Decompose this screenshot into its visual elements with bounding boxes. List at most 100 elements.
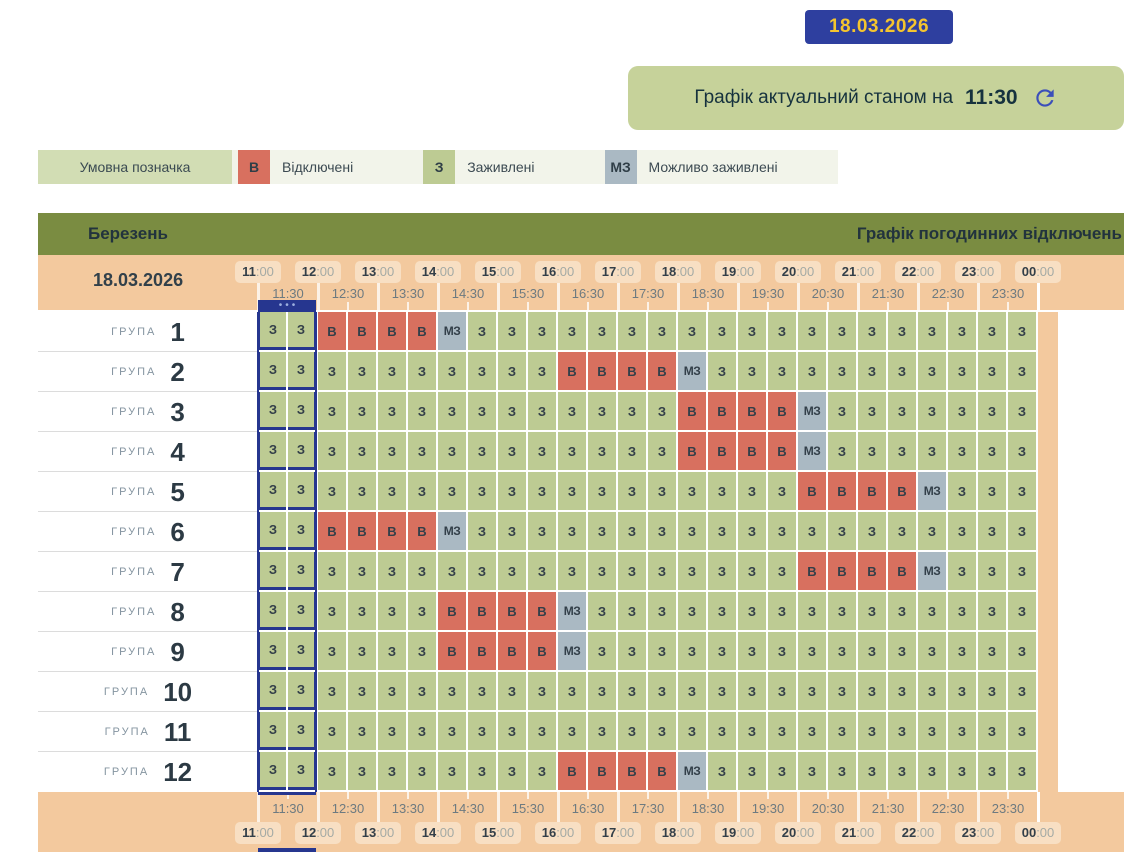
legend-item: В Відключені (238, 150, 353, 184)
half-hour-tick (887, 302, 889, 310)
hour-label: 14:00 (415, 261, 461, 283)
schedule-cell-powered: З (918, 512, 946, 550)
schedule-cell-powered: З (768, 472, 796, 510)
schedule-cell-powered: З (738, 552, 766, 590)
half-hour-label: 13:30 (391, 286, 425, 301)
schedule-cell-powered: З (948, 352, 976, 390)
schedule-cell-powered: З (498, 312, 526, 350)
schedule-cell-disconnected: В (348, 312, 376, 350)
schedule-cell-powered: З (588, 632, 616, 670)
schedule-cell-powered: З (348, 392, 376, 430)
schedule-cell-powered: З (648, 472, 676, 510)
schedule-cell-disconnected: В (528, 632, 556, 670)
schedule-cell-powered: З (678, 472, 706, 510)
schedule-cell-powered: З (588, 672, 616, 710)
half-hour-tick (1007, 302, 1009, 310)
schedule-cell-powered: З (708, 552, 736, 590)
half-hour-tick (767, 302, 769, 310)
hour-label: 22:00 (895, 822, 941, 844)
schedule-cell-powered: З (438, 432, 466, 470)
schedule-cell-powered: З (858, 672, 886, 710)
table-header: Березень Графік погодинних відключень (38, 213, 1124, 255)
schedule-cell-powered: З (978, 632, 1006, 670)
schedule-cell-disconnected: В (618, 352, 646, 390)
hour-tick (257, 792, 260, 822)
schedule-cell-powered: З (348, 672, 376, 710)
time-header-band: 18.03.2026 11:00 12:00 13:00 14:00 15:00 16:0… (38, 255, 1124, 310)
schedule-cell-disconnected: В (678, 392, 706, 430)
schedule-cell-powered: З (648, 592, 676, 630)
schedule-cell-powered: З (528, 472, 556, 510)
hour-label: 12:00 (295, 822, 341, 844)
group-row: ГРУПА 1 З З В В В В МЗ З З З З З З З З З З З З З З З З З З З (38, 312, 1124, 352)
hour-label: 13:00 (355, 822, 401, 844)
half-hour-tick (827, 792, 829, 799)
schedule-cell-maybe-powered: МЗ (918, 552, 946, 590)
schedule-cell-powered: З (318, 472, 346, 510)
schedule-cell-powered: З (318, 432, 346, 470)
refresh-button[interactable] (1032, 85, 1058, 111)
schedule-cell-powered: З (768, 552, 796, 590)
group-label: ГРУПА 4 (38, 432, 258, 472)
schedule-cell-powered: З (528, 432, 556, 470)
schedule-cell-disconnected: В (468, 632, 496, 670)
half-hour-label: 19:30 (751, 801, 785, 816)
schedule-cell-powered: З (1008, 432, 1036, 470)
half-hour-tick (707, 792, 709, 799)
schedule-cell-powered: З (858, 392, 886, 430)
refresh-icon (1035, 89, 1054, 107)
hour-label: 15:00 (475, 822, 521, 844)
schedule-cell-powered: З (978, 512, 1006, 550)
hour-tick (737, 283, 740, 310)
schedule-cell-maybe-powered: МЗ (798, 432, 826, 470)
schedule-cell-powered: З (318, 752, 346, 790)
schedule-cell-powered: З (558, 672, 586, 710)
schedule-cell-powered: З (828, 512, 856, 550)
schedule-cell-powered: З (888, 312, 916, 350)
hour-tick (857, 283, 860, 310)
schedule-cell-powered: З (828, 632, 856, 670)
group-prefix: ГРУПА (111, 365, 157, 378)
half-hour-label: 18:30 (691, 801, 725, 816)
half-hour-tick (767, 792, 769, 799)
schedule-cell-powered: З (648, 552, 676, 590)
schedule-cell-powered: З (678, 592, 706, 630)
hour-tick (617, 283, 620, 310)
schedule-cell-powered: З (618, 592, 646, 630)
hour-tick (257, 283, 260, 310)
hour-label: 20:00 (775, 822, 821, 844)
schedule-cell-powered: З (258, 552, 286, 590)
schedule-cell-powered: З (288, 392, 316, 430)
half-hour-tick (887, 792, 889, 799)
schedule-cell-disconnected: В (888, 552, 916, 590)
schedule-cell-disconnected: В (708, 432, 736, 470)
schedule-cell-powered: З (858, 632, 886, 670)
schedule-cell-powered: З (678, 672, 706, 710)
half-hour-label: 17:30 (631, 801, 665, 816)
schedule-cell-powered: З (468, 312, 496, 350)
half-hour-label: 22:30 (931, 801, 965, 816)
half-hour-tick (947, 792, 949, 799)
schedule-cell-powered: З (288, 432, 316, 470)
schedule-cell-powered: З (498, 512, 526, 550)
half-hour-tick (827, 302, 829, 310)
half-hour-label: 17:30 (631, 286, 665, 301)
date-badge[interactable]: 18.03.2026 (805, 10, 953, 44)
half-hour-label: 21:30 (871, 286, 905, 301)
schedule-cell-powered: З (828, 672, 856, 710)
schedule-cell-powered: З (378, 352, 406, 390)
schedule-cell-powered: З (828, 752, 856, 790)
schedule-cell-powered: З (408, 712, 436, 750)
schedule-cell-powered: З (858, 592, 886, 630)
schedule-cell-powered: З (708, 312, 736, 350)
schedule-cell-powered: З (1008, 752, 1036, 790)
schedule-cell-powered: З (948, 632, 976, 670)
schedule-cell-powered: З (948, 672, 976, 710)
group-prefix: ГРУПА (111, 525, 157, 538)
schedule-cell-maybe-powered: МЗ (558, 632, 586, 670)
schedule-cell-powered: З (738, 752, 766, 790)
schedule-cell-powered: З (678, 712, 706, 750)
schedule-cell-powered: З (738, 472, 766, 510)
schedule-cell-powered: З (258, 512, 286, 550)
